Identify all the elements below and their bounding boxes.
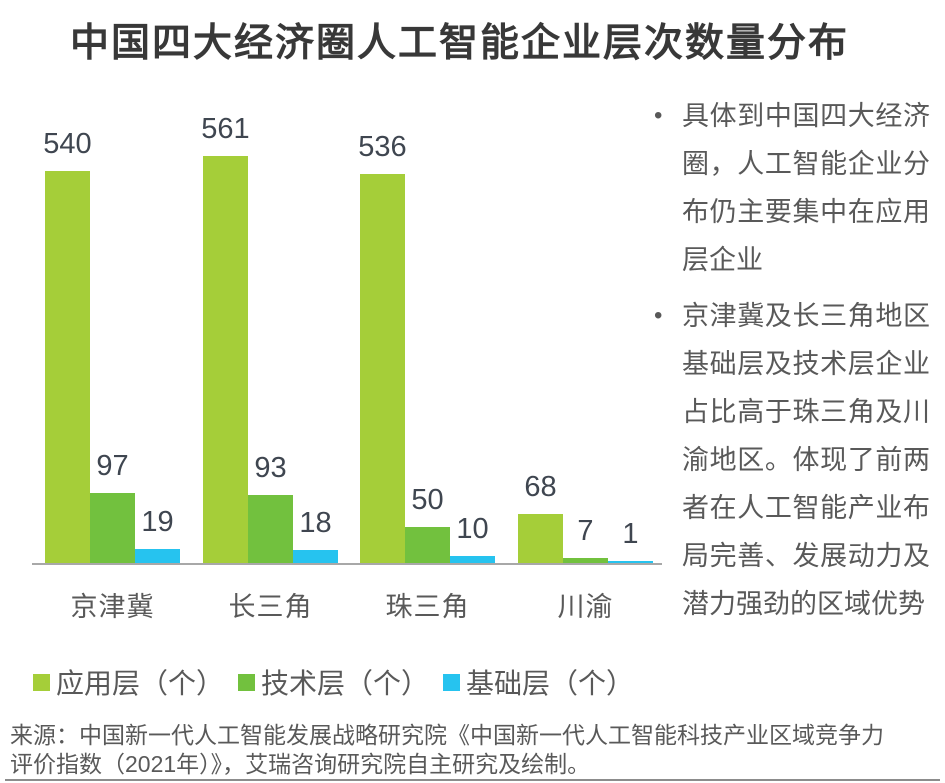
bar	[563, 558, 608, 563]
bar	[360, 174, 405, 563]
bar	[90, 493, 135, 563]
bar	[45, 171, 90, 563]
bar	[248, 495, 293, 563]
bar	[135, 549, 180, 563]
legend-label: 应用层（个）	[56, 668, 225, 699]
bar-value-label: 1	[622, 518, 639, 550]
x-axis-category-labels: 京津冀 长三角 珠三角 川渝	[32, 585, 662, 622]
bar-value-label: 540	[43, 128, 92, 160]
bar-value-label: 10	[456, 513, 489, 545]
bullet-icon: •	[654, 302, 663, 329]
bullet-icon: •	[654, 102, 663, 129]
bar	[518, 514, 563, 563]
legend-item: 技术层（个）	[238, 662, 429, 702]
legend-swatch-icon	[443, 673, 461, 691]
note-text: 具体到中国四大经济圈，人工智能企业分布仍主要集中在应用层企业	[682, 101, 930, 275]
bar	[293, 550, 338, 563]
bar	[405, 527, 450, 563]
bar-value-label: 68	[524, 471, 557, 503]
bar	[608, 561, 653, 563]
legend-item: 应用层（个）	[33, 662, 224, 702]
bar-value-label: 7	[577, 515, 594, 547]
category-label: 珠三角	[385, 592, 470, 622]
category-label: 川渝	[557, 592, 614, 622]
note-item: • 京津冀及长三角地区基础层及技术层企业占比高于珠三角及川渝地区。体现了前两者在人…	[650, 292, 930, 628]
bar-value-label: 93	[254, 452, 287, 484]
page-title: 中国四大经济圈人工智能企业层次数量分布	[70, 22, 850, 65]
legend-swatch-icon	[238, 673, 256, 691]
legend-label: 基础层（个）	[466, 668, 635, 699]
bar-value-label: 536	[358, 131, 407, 163]
bottom-divider	[5, 779, 940, 781]
category-label: 京津冀	[70, 592, 155, 622]
note-item: • 具体到中国四大经济圈，人工智能企业分布仍主要集中在应用层企业	[650, 92, 930, 284]
chart-legend: 应用层（个） 技术层（个） 基础层（个）	[33, 662, 634, 702]
note-text: 京津冀及长三角地区基础层及技术层企业占比高于珠三角及川渝地区。体现了前两者在人工…	[682, 301, 930, 619]
source-note: 来源：中国新一代人工智能发展战略研究院《中国新一代人工智能科技产业区域竞争力评价…	[10, 722, 884, 777]
bar	[450, 556, 495, 563]
legend-label: 技术层（个）	[261, 668, 430, 699]
bar-value-label: 18	[299, 507, 332, 539]
legend-swatch-icon	[33, 673, 50, 691]
bar	[203, 156, 248, 563]
legend-item: 基础层（个）	[443, 662, 634, 702]
bar-value-label: 19	[141, 506, 174, 538]
bar-value-label: 50	[411, 484, 444, 516]
bar-value-label: 561	[201, 113, 250, 145]
bar-value-label: 97	[96, 450, 129, 482]
category-label: 长三角	[228, 592, 313, 622]
insight-notes: • 具体到中国四大经济圈，人工智能企业分布仍主要集中在应用层企业 • 京津冀及长三角地…	[650, 92, 930, 636]
bar-chart-plot-area: 540 97 19 561 93 18 536 50 10 68 7 1	[32, 90, 662, 565]
